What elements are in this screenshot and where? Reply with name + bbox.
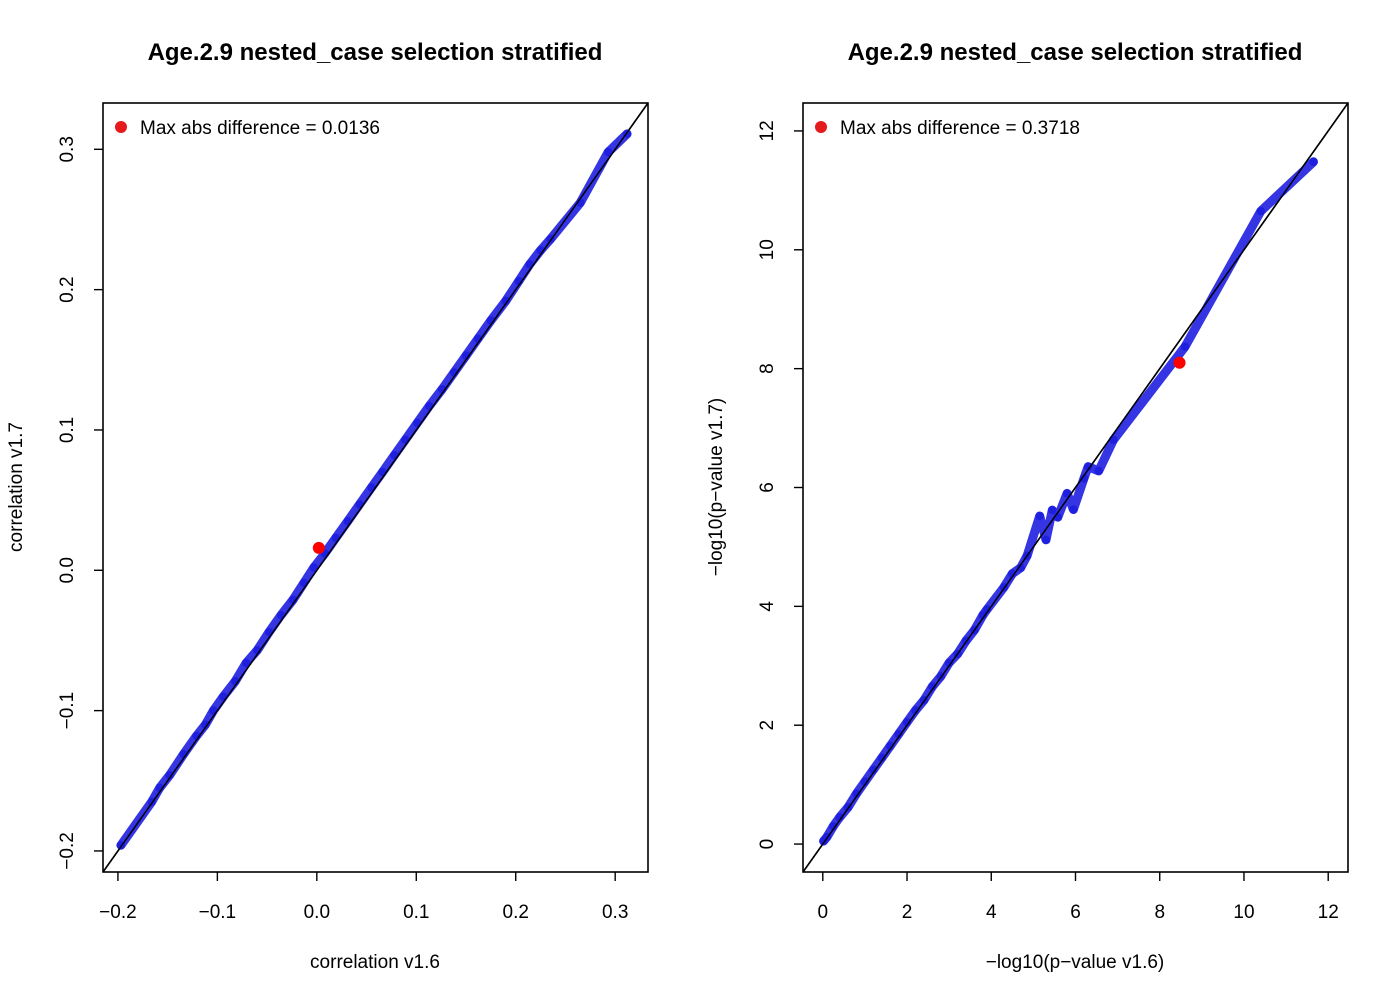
data-point [355, 500, 364, 509]
data-point [1041, 535, 1051, 544]
data-point [869, 765, 878, 774]
data-point [367, 483, 376, 492]
data-point [835, 813, 844, 822]
x-tick-label: 12 [1318, 902, 1339, 923]
data-point [860, 777, 870, 786]
legend-text: Max abs difference = 0.0136 [140, 118, 380, 139]
plot-area [103, 103, 648, 872]
y-tick-label: 0.3 [57, 136, 78, 162]
data-point [1016, 563, 1025, 572]
max-difference-point [312, 541, 325, 554]
data-point [911, 706, 920, 715]
legend-marker [815, 121, 827, 133]
data-point [877, 753, 886, 763]
y-tick-label: 0.2 [57, 276, 78, 302]
x-tick-label: 10 [1233, 902, 1254, 923]
y-tick-label: −0.2 [57, 832, 78, 870]
data-point [1180, 342, 1190, 351]
chart-title: Age.2.9 nested_case selection stratified [148, 39, 603, 66]
x-tick-label: 8 [1154, 902, 1165, 923]
data-point [525, 260, 534, 269]
y-tick-label: 12 [757, 120, 778, 141]
data-point [201, 720, 210, 729]
y-tick-label: 4 [757, 601, 778, 612]
x-tick-label: 0.0 [304, 902, 330, 923]
data-point [401, 435, 410, 444]
data-point [264, 627, 274, 637]
point-cloud-band [116, 129, 632, 850]
x-tick-label: 2 [902, 902, 913, 923]
data-point [852, 789, 861, 798]
reference-line-overlay [803, 103, 1348, 872]
data-point [299, 578, 309, 588]
data-point [425, 401, 434, 411]
x-tick-label: 0 [818, 902, 829, 923]
y-tick-label: 0 [757, 839, 778, 850]
x-tick-label: −0.2 [99, 902, 137, 923]
data-point [1069, 505, 1078, 514]
plot-area [803, 103, 1348, 872]
data-point [902, 718, 912, 727]
data-point [390, 451, 399, 460]
data-point [928, 682, 937, 691]
y-axis-label: correlation v1.7 [6, 422, 27, 552]
y-tick-label: 10 [757, 239, 778, 260]
data-point [1035, 511, 1044, 521]
data-point [343, 516, 352, 526]
data-point [242, 658, 251, 668]
x-axis-label: correlation v1.6 [310, 952, 440, 973]
data-point [1079, 474, 1089, 483]
data-point [309, 563, 319, 572]
data-point [894, 729, 903, 739]
panel-correlation: Age.2.9 nested_case selection stratified… [6, 39, 649, 973]
x-tick-label: 0.3 [602, 902, 628, 923]
legend-text: Max abs difference = 0.3718 [840, 118, 1080, 139]
x-tick-label: −0.1 [199, 902, 237, 923]
y-tick-label: 8 [757, 363, 778, 374]
data-point [829, 822, 838, 831]
data-point [978, 611, 988, 620]
x-tick-label: 0.1 [403, 902, 429, 923]
data-point [1094, 466, 1103, 476]
y-tick-label: 0.0 [57, 557, 78, 583]
y-tick-label: 6 [757, 482, 778, 493]
data-point [944, 658, 954, 668]
panel-pvalue: Age.2.9 nested_case selection stratified… [706, 39, 1349, 973]
x-tick-label: 0.2 [503, 902, 529, 923]
data-point [165, 770, 174, 780]
data-point [1008, 569, 1017, 578]
y-tick-label: 2 [757, 720, 778, 731]
y-axis-label: −log10(p−value v1.7) [706, 398, 727, 577]
data-point [1256, 206, 1266, 216]
data-point [276, 610, 286, 620]
data-point [219, 692, 228, 701]
y-tick-label: 0.1 [57, 417, 78, 443]
data-point [378, 467, 387, 477]
x-tick-label: 4 [986, 902, 997, 923]
x-axis-label: −log10(p−value v1.6) [986, 952, 1165, 973]
data-point [209, 706, 218, 715]
plot-frame [102, 102, 649, 873]
legend-marker [115, 121, 127, 133]
data-point [331, 533, 340, 543]
data-point [885, 741, 895, 751]
data-point [1048, 505, 1057, 515]
reference-line-overlay [103, 103, 648, 872]
data-point [413, 418, 422, 428]
max-difference-point [1173, 356, 1186, 369]
y-tick-label: −0.1 [57, 692, 78, 730]
data-point [1083, 462, 1093, 471]
data-point [1309, 157, 1318, 167]
data-point [604, 147, 613, 157]
data-point [982, 605, 992, 614]
chart-title: Age.2.9 nested_case selection stratified [848, 39, 1303, 66]
x-tick-label: 6 [1070, 902, 1081, 923]
data-point [501, 296, 510, 306]
